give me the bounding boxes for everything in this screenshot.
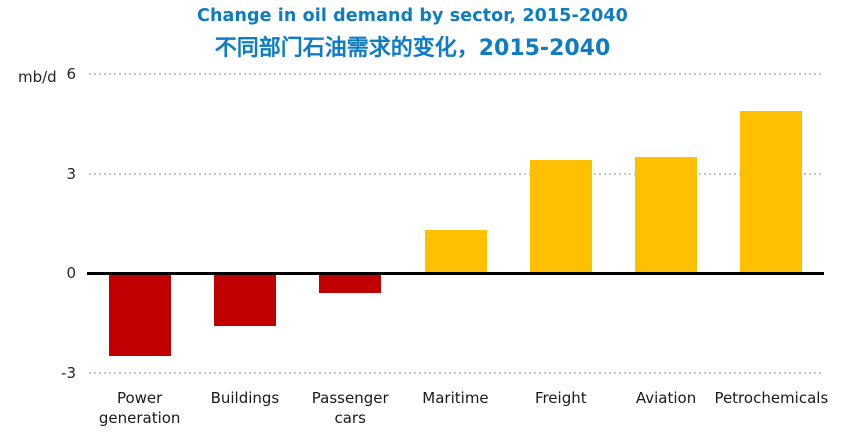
y-axis-unit-label: mb/d xyxy=(18,68,57,86)
bar-buildings xyxy=(213,273,276,327)
chart-subtitle-chinese: 不同部门石油需求的变化，2015-2040 xyxy=(214,36,611,61)
bar-power-generation xyxy=(108,273,171,357)
gridline-y-3 xyxy=(89,372,823,374)
x-axis-label-buildings: Buildings xyxy=(210,389,280,407)
x-axis-label-maritime: Maritime xyxy=(422,389,489,407)
gridline-y6 xyxy=(89,73,823,75)
bar-petrochemicals xyxy=(740,110,803,274)
chart-title: Change in oil demand by sector, 2015-204… xyxy=(197,6,628,26)
x-axis-label-power-generation: Power generation xyxy=(98,389,181,427)
bar-aviation xyxy=(635,157,698,274)
y-tick-label-0: 0 xyxy=(66,264,76,283)
y-tick-label--3: -3 xyxy=(61,364,76,382)
gridline-y3 xyxy=(89,172,823,175)
bar-maritime xyxy=(424,230,487,274)
zero-axis-line xyxy=(87,271,824,275)
x-axis-label-freight: Freight xyxy=(534,389,587,407)
y-tick-label-6: 6 xyxy=(66,65,76,83)
x-axis-label-aviation: Aviation xyxy=(635,389,697,407)
bar-freight xyxy=(529,160,592,274)
y-tick-label-3: 3 xyxy=(66,164,76,183)
x-axis-label-petrochemicals: Petrochemicals xyxy=(714,389,829,407)
bar-passenger-cars xyxy=(319,273,382,294)
x-axis-label-passenger-cars: Passenger cars xyxy=(311,389,389,427)
